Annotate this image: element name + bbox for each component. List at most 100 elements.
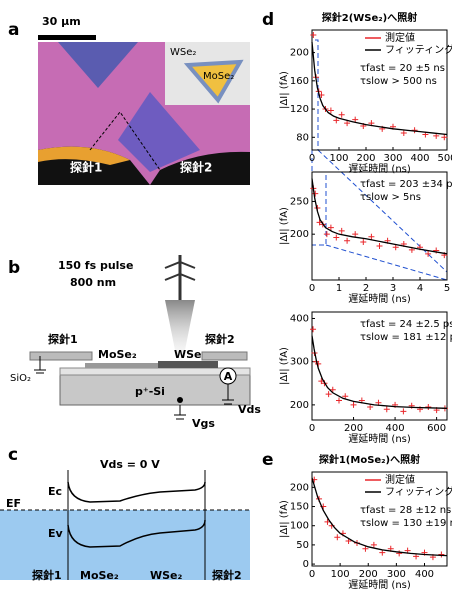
data-point: [425, 404, 431, 410]
inset-label: WSe₂: [170, 47, 196, 58]
legend-label: 測定値: [385, 31, 415, 44]
data-point: [344, 238, 350, 244]
data-point: [360, 239, 366, 245]
x-tick-label: 400: [386, 423, 405, 434]
pulse-label: 150 fs pulse: [58, 259, 133, 272]
x-tick-label: 0: [309, 423, 315, 434]
panel-label: a: [8, 20, 19, 40]
fit-line: [312, 336, 447, 409]
band-label: MoSe₂: [80, 569, 119, 582]
y-tick-label: 80: [296, 132, 309, 143]
data-point: [384, 406, 390, 412]
y-tick-label: 150: [290, 502, 309, 513]
annotation: τslow > 5ns: [360, 192, 421, 203]
data-point: [334, 534, 340, 540]
x-axis-label: 遅延時間 (ns): [348, 293, 411, 305]
x-tick-label: 600: [427, 423, 446, 434]
oxide-label: SiO₂: [10, 373, 31, 384]
annotation: τfast = 20 ±5 ns: [360, 63, 445, 74]
ef-label: EF: [6, 497, 21, 510]
annotation: τslow = 130 ±19 ns: [360, 518, 452, 529]
band-label: WSe₂: [150, 569, 183, 582]
figure: a 30 μm 探針1 探針2 WSe₂ MoSe₂ b 150 fs puls…: [0, 0, 452, 591]
data-point: [333, 234, 339, 240]
y-tick-label: 300: [290, 357, 309, 368]
x-tick-label: 400: [410, 153, 429, 164]
x-tick-label: 200: [344, 423, 363, 434]
y-axis-label: |ΔI| (fA): [279, 347, 290, 385]
y-tick-label: 250: [290, 196, 309, 207]
node: [177, 397, 183, 403]
legend-label: フィッティング: [385, 485, 452, 498]
panel-label: b: [8, 258, 20, 278]
data-point: [438, 551, 444, 557]
x-tick-label: 0: [309, 569, 315, 580]
data-point: [326, 391, 332, 397]
panel-label: d: [262, 10, 274, 30]
probe: [30, 352, 92, 360]
data-point: [401, 130, 407, 136]
wse2-layer: [158, 361, 218, 368]
vds-label: Vds: [238, 403, 261, 416]
y-tick-label: 100: [290, 521, 309, 532]
x-axis-label: 遅延時間 (ns): [348, 433, 411, 445]
y-tick-label: 200: [290, 229, 309, 240]
conduction-band: [68, 482, 205, 502]
x-tick-label: 5: [444, 283, 450, 294]
annotation: τslow > 500 ns: [360, 76, 437, 87]
band-label: 探針1: [32, 568, 62, 582]
mose2-layer: [85, 363, 165, 368]
y-axis-label: |ΔI| (fA): [279, 207, 290, 245]
probe-label: 探針1: [48, 332, 78, 346]
x-tick-label: 3: [390, 283, 396, 294]
substrate-label: p⁺-Si: [135, 385, 165, 398]
scale-bar: [38, 35, 96, 40]
x-tick-label: 0: [309, 153, 315, 164]
x-tick-label: 200: [359, 569, 378, 580]
probe-label: 探針2: [205, 332, 235, 346]
probe: [202, 352, 247, 360]
panel-label: c: [8, 445, 18, 465]
data-point: [330, 387, 336, 393]
x-tick-label: 1: [336, 283, 342, 294]
data-point: [351, 402, 357, 408]
chart-title: 探針2(WSe₂)へ照射: [322, 11, 418, 24]
x-tick-label: 100: [329, 153, 348, 164]
y-tick-label: 160: [290, 76, 309, 87]
x-axis-label: 遅延時間 (ns): [348, 163, 411, 175]
data-point: [310, 32, 316, 38]
x-tick-label: 4: [417, 283, 423, 294]
y-tick-label: 200: [290, 48, 309, 59]
probe-label: 探針1: [70, 160, 102, 175]
y-tick-label: 200: [290, 482, 309, 493]
panel-label: e: [262, 450, 274, 470]
data-point: [339, 112, 345, 118]
x-tick-label: 300: [383, 153, 402, 164]
vgs-label: Vgs: [192, 417, 215, 430]
y-tick-label: 50: [296, 540, 309, 551]
y-tick-label: 0: [303, 559, 309, 570]
band-title: Vds = 0 V: [100, 458, 160, 471]
data-point: [377, 243, 383, 249]
wavelength-label: 800 nm: [70, 276, 116, 289]
annotation: τfast = 24 ±2.5 ps: [360, 319, 452, 330]
annotation: τfast = 28 ±12 ns: [360, 505, 451, 516]
band-label: 探針2: [212, 568, 242, 582]
inset-label: MoSe₂: [203, 71, 234, 82]
ec-label: Ec: [48, 485, 62, 498]
x-tick-label: 200: [356, 153, 375, 164]
chart-title: 探針1(MoSe₂)へ照射: [319, 453, 420, 466]
x-tick-label: 100: [331, 569, 350, 580]
data-point: [324, 231, 330, 237]
x-axis-label: 遅延時間 (ns): [348, 579, 411, 591]
y-axis-label: |ΔI| (fA): [279, 500, 290, 538]
data-point: [400, 408, 406, 414]
y-tick-label: 400: [290, 313, 309, 324]
y-tick-label: 200: [290, 400, 309, 411]
x-tick-label: 0: [309, 283, 315, 294]
data-point: [441, 134, 447, 140]
x-tick-label: 2: [363, 283, 369, 294]
x-tick-label: 300: [387, 569, 406, 580]
layer-label: MoSe₂: [98, 348, 137, 361]
annotation: τslow = 181 ±12 ps: [360, 332, 452, 343]
